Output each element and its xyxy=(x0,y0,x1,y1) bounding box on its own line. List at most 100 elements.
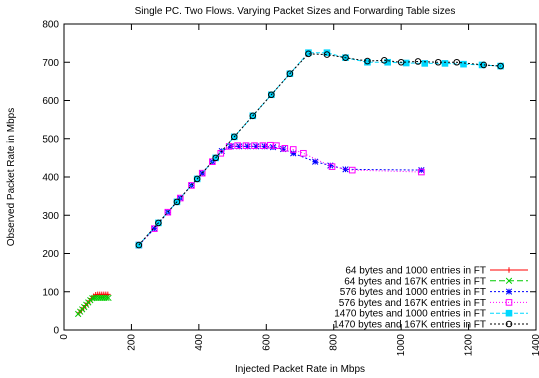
data-point xyxy=(305,50,312,58)
legend-label: 64 bytes and 1000 entries in FT xyxy=(345,266,486,277)
legend-marker xyxy=(505,309,513,317)
data-point xyxy=(281,145,289,152)
x-tick-label: 1400 xyxy=(531,334,539,357)
data-point xyxy=(327,162,334,169)
data-point xyxy=(421,60,429,67)
legend-label: 1470 bytes and 1000 entries in FT xyxy=(334,309,486,320)
y-tick-label: 100 xyxy=(42,287,59,298)
legend-item: 64 bytes and 1000 entries in FT xyxy=(345,266,528,277)
data-point xyxy=(434,58,442,66)
data-point xyxy=(177,194,184,202)
legend-item: 1470 bytes and 1000 entries in FT xyxy=(334,309,528,320)
x-tick-label: 600 xyxy=(261,334,272,351)
data-point xyxy=(418,168,425,176)
data-point xyxy=(328,163,336,170)
data-point xyxy=(209,158,216,165)
y-tick-label: 400 xyxy=(42,173,59,184)
data-point xyxy=(199,170,206,177)
data-point xyxy=(342,54,349,61)
legend-marker xyxy=(505,320,513,328)
x-axis-label: Injected Packet Rate in Mbps xyxy=(235,364,365,375)
data-point xyxy=(135,241,143,249)
data-point xyxy=(384,58,391,66)
data-point xyxy=(497,62,504,70)
series-4 xyxy=(135,141,425,249)
series-line xyxy=(138,145,422,246)
data-point xyxy=(290,150,297,157)
data-point xyxy=(151,225,158,232)
series-6 xyxy=(135,50,504,249)
data-point xyxy=(453,58,461,66)
data-point xyxy=(380,57,388,64)
y-tick-label: 800 xyxy=(42,20,59,31)
data-point xyxy=(103,294,110,302)
data-point xyxy=(323,49,331,56)
series-line xyxy=(138,52,501,246)
data-point xyxy=(155,219,162,227)
y-axis-label: Observed Packet Rate in Mbps xyxy=(6,108,17,246)
y-tick-label: 200 xyxy=(42,249,59,260)
data-point xyxy=(397,58,405,66)
data-point xyxy=(348,166,356,174)
legend-item: 1470 bytes and 167K entries in FT xyxy=(333,320,528,331)
legend-label: 1470 bytes and 167K entries in FT xyxy=(333,320,486,331)
series-line xyxy=(138,144,422,246)
series-line xyxy=(138,53,501,246)
legend-label: 576 bytes and 167K entries in FT xyxy=(339,298,486,309)
data-point xyxy=(198,169,206,177)
data-point xyxy=(279,145,287,153)
legend-marker xyxy=(506,267,512,273)
data-point xyxy=(289,146,297,153)
legend-marker xyxy=(505,299,513,306)
data-point xyxy=(244,143,251,150)
data-point xyxy=(234,142,241,149)
y-tick-label: 600 xyxy=(42,96,59,107)
data-point xyxy=(460,60,467,68)
x-tick-label: 800 xyxy=(329,334,340,351)
axis-ticks: 0 100 200 300 400 500 600 700 800 0 200 400 600 800 10… xyxy=(42,20,539,357)
y-tick-label: 300 xyxy=(42,211,59,222)
legend-item: 576 bytes and 1000 entries in FT xyxy=(340,287,528,298)
data-point xyxy=(300,149,307,157)
legend-label: 576 bytes and 1000 entries in FT xyxy=(340,287,486,298)
legend-marker xyxy=(505,277,513,284)
series-3 xyxy=(135,143,425,249)
legend-label: 64 bytes and 167K entries in FT xyxy=(344,276,486,287)
data-point xyxy=(480,61,488,69)
data-point xyxy=(225,143,233,150)
y-tick-label: 0 xyxy=(53,326,59,337)
data-point xyxy=(268,91,275,99)
data-point xyxy=(364,57,371,65)
data-point xyxy=(151,225,158,232)
chart-title: Single PC. Two Flows. Varying Packet Siz… xyxy=(135,6,456,17)
x-tick-label: 1000 xyxy=(396,334,407,357)
data-point xyxy=(212,154,220,162)
data-point xyxy=(217,149,225,157)
data-point xyxy=(249,112,257,120)
data-point xyxy=(342,166,349,173)
data-point xyxy=(173,198,181,206)
y-tick-label: 500 xyxy=(42,134,59,145)
data-point xyxy=(193,175,201,183)
y-tick-label: 700 xyxy=(42,58,59,69)
data-point xyxy=(261,143,268,150)
x-tick-label: 1200 xyxy=(464,334,475,357)
x-tick-label: 400 xyxy=(194,334,205,351)
x-tick-label: 0 xyxy=(59,334,70,340)
data-point xyxy=(418,166,425,174)
data-point xyxy=(236,143,243,150)
data-point xyxy=(253,143,260,150)
data-point xyxy=(312,158,319,165)
series-layer xyxy=(75,49,504,318)
data-point xyxy=(273,142,280,149)
data-point xyxy=(441,60,449,67)
data-point xyxy=(414,58,422,65)
series-5 xyxy=(135,49,504,249)
series-2 xyxy=(75,294,112,318)
data-point xyxy=(188,182,195,189)
data-point xyxy=(259,142,267,149)
data-point xyxy=(323,51,331,58)
data-point xyxy=(286,70,294,78)
